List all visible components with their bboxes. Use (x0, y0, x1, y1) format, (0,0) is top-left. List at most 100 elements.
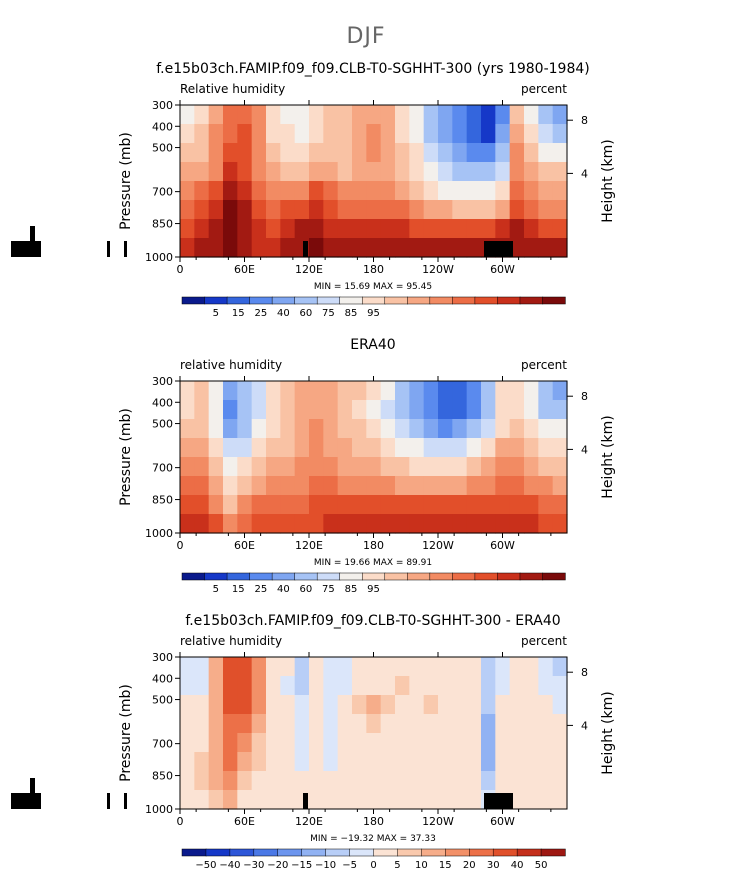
heatmap-cell (524, 695, 539, 715)
heatmap-cell (180, 676, 195, 696)
heatmap-cell (323, 238, 339, 258)
heatmap-cell (280, 457, 296, 477)
heatmap-cell (237, 476, 253, 496)
heatmap-cell (352, 457, 367, 477)
heatmap-cell (180, 457, 195, 477)
y-tick-label: 400 (152, 672, 173, 685)
heatmap-cell (466, 514, 482, 534)
heatmap-cell (552, 105, 568, 125)
heatmap-cell (466, 400, 482, 420)
heatmap-cell (509, 514, 525, 534)
heatmap-cell (280, 438, 296, 458)
heatmap-cell (380, 419, 396, 439)
heatmap-cell (294, 419, 310, 439)
heatmap-cell (180, 419, 195, 439)
heatmap-cell (194, 162, 210, 182)
heatmap-cell (524, 457, 539, 477)
colorbar-swatch (204, 572, 228, 581)
heatmap-cell (266, 200, 281, 220)
heatmap-cell (438, 381, 453, 401)
heatmap-cell (323, 752, 339, 772)
heatmap-cell (423, 514, 439, 534)
supertitle: DJF (346, 24, 385, 49)
heatmap-cell (438, 476, 453, 496)
heatmap-cell (309, 476, 324, 496)
heatmap-cell (223, 714, 238, 734)
heatmap-cell (309, 400, 324, 420)
heatmap-cell (337, 381, 353, 401)
y-tick-label: 850 (152, 494, 173, 507)
heatmap-cell (423, 733, 439, 753)
heatmap-cell (194, 124, 210, 144)
panel-era40: ERA40 relative humidity percent Pressure… (118, 337, 616, 595)
heatmap-cell (466, 657, 482, 677)
heatmap-cell (323, 733, 339, 753)
x-tick-label: 60W (490, 815, 515, 828)
heatmap-cell (538, 200, 554, 220)
heatmap-cell (380, 790, 396, 810)
heatmap-cell (251, 657, 267, 677)
y-axis-label-right: Height (km) (600, 139, 616, 222)
heatmap-cell (352, 752, 367, 772)
heatmap-cell (552, 657, 568, 677)
heatmap-cell (538, 181, 554, 201)
heatmap-cell (452, 476, 468, 496)
heatmap-cell (309, 105, 324, 125)
heatmap-cell (237, 200, 253, 220)
heatmap-cell (180, 219, 195, 239)
y-axis-label-right: Height (km) (600, 415, 616, 498)
colorbar-swatch (339, 296, 363, 305)
heatmap-cell (524, 181, 539, 201)
heatmap-cell (395, 124, 410, 144)
heatmap-cell (280, 162, 296, 182)
heatmap-cell (208, 238, 224, 258)
heatmap-cell (280, 105, 296, 125)
heatmap-cell (552, 238, 568, 258)
heatmap-cell (237, 771, 253, 791)
heatmap-cell (481, 733, 496, 753)
heatmap-cell (251, 790, 267, 810)
y-tick-label: 700 (152, 462, 173, 475)
colorbar-label: −30 (243, 860, 264, 871)
heatmap-cell (223, 657, 238, 677)
heatmap-cell (180, 695, 195, 715)
heatmap-cell (237, 790, 253, 810)
heatmap-cell (538, 219, 554, 239)
heatmap-cell (380, 476, 396, 496)
heatmap-cell (481, 476, 496, 496)
heatmap-cell (208, 381, 224, 401)
heatmap-cell (180, 495, 195, 515)
colorbar-swatch (497, 572, 521, 581)
heatmap-cell (495, 143, 511, 163)
heatmap-cell (323, 495, 339, 515)
heatmap-cell (294, 514, 310, 534)
panel-model: f.e15b03ch.FAMIP.f09_f09.CLB-T0-SGHHT-30… (11, 61, 616, 319)
colorbar-swatch (181, 296, 206, 305)
colorbar-swatch (384, 296, 408, 305)
heatmap-cell (323, 400, 339, 420)
heatmap-cell (438, 457, 453, 477)
heatmap-cell (352, 238, 367, 258)
heatmap-cell (423, 695, 439, 715)
heatmap-cell (538, 714, 554, 734)
y-tick-label: 500 (152, 142, 173, 155)
heatmap-cell (452, 238, 468, 258)
heatmap-cell (438, 181, 453, 201)
colorbar: −50 −40 −30 −20 −15 −10 −5 0 5 10 15 20 30 40 50 (181, 848, 566, 871)
heatmap-cell (423, 419, 439, 439)
heatmap-cell (452, 733, 468, 753)
heatmap-cell (380, 714, 396, 734)
heatmap-cell (395, 200, 410, 220)
heatmap-cell (337, 495, 353, 515)
heatmap-cell (409, 657, 425, 677)
heatmap-cell (237, 400, 253, 420)
heatmap-cell (452, 714, 468, 734)
heatmap-cell (208, 143, 224, 163)
heatmap-cell (495, 657, 511, 677)
heatmap-cell (552, 476, 568, 496)
heatmap-cell (223, 105, 238, 125)
heatmap-cell (452, 143, 468, 163)
heatmap-cell (524, 381, 539, 401)
heatmap-cell (380, 657, 396, 677)
heatmap-cell (223, 771, 238, 791)
